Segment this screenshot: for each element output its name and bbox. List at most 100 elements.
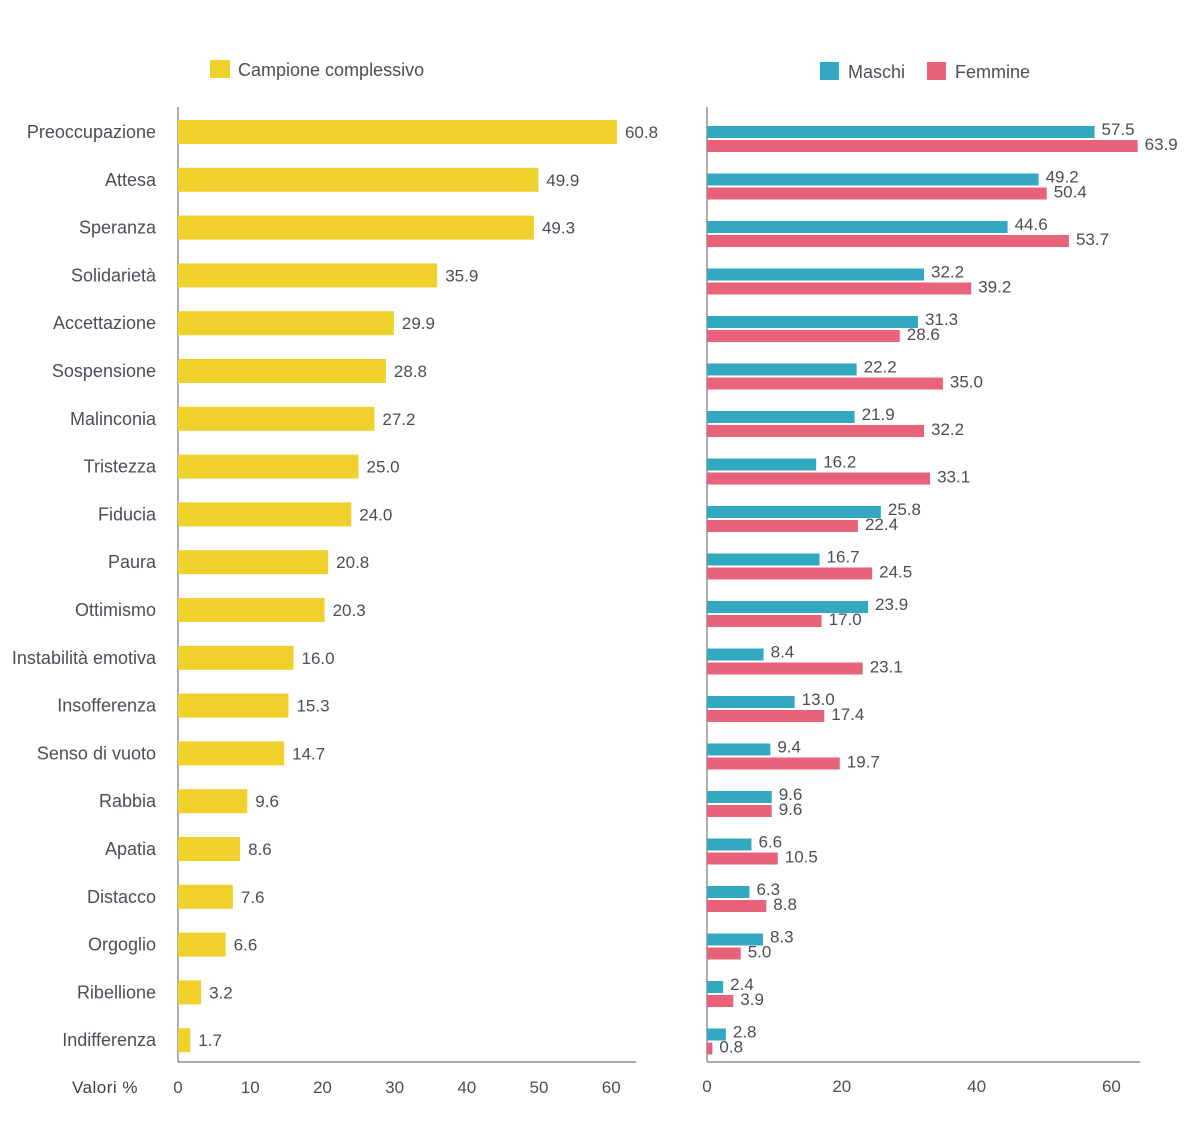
value-label-female-accettazione: 28.6	[907, 325, 940, 344]
value-label-female-apatia: 10.5	[785, 848, 818, 867]
value-label-male-attesa: 49.2	[1046, 168, 1079, 187]
bar-female-tristezza	[707, 472, 931, 485]
value-label-male-solidarieta: 32.2	[931, 263, 964, 282]
value-label-female-rabbia: 9.6	[779, 800, 803, 819]
bar-total-preoccupazione	[178, 120, 617, 144]
bar-male-accettazione	[707, 316, 918, 328]
left-x-tick-40: 40	[457, 1078, 476, 1097]
value-label-total-preoccupazione: 60.8	[625, 123, 658, 142]
bar-total-speranza	[178, 215, 534, 240]
value-label-total-sospensione: 28.8	[394, 362, 427, 381]
legend-label-female: Femmine	[955, 62, 1030, 82]
value-label-female-speranza: 53.7	[1076, 230, 1109, 249]
bar-male-senso-di-vuoto	[707, 743, 771, 756]
value-label-total-malinconia: 27.2	[382, 410, 415, 429]
bar-female-paura	[707, 567, 873, 580]
value-label-male-instabilita-emotiva: 8.4	[771, 643, 795, 662]
bar-total-distacco	[178, 884, 233, 909]
bar-female-orgoglio	[707, 947, 741, 960]
value-label-total-paura: 20.8	[336, 553, 369, 572]
category-label-insofferenza: Insofferenza	[57, 696, 157, 716]
value-label-male-rabbia: 9.6	[779, 785, 803, 804]
value-label-male-preoccupazione: 57.5	[1102, 120, 1135, 139]
value-label-female-solidarieta: 39.2	[978, 278, 1011, 297]
value-label-total-accettazione: 29.9	[402, 314, 435, 333]
bar-female-solidarieta	[707, 282, 972, 295]
value-label-total-senso-di-vuoto: 14.7	[292, 744, 325, 763]
left-x-tick-60: 60	[602, 1078, 621, 1097]
value-label-male-insofferenza: 13.0	[802, 690, 835, 709]
value-label-total-apatia: 8.6	[248, 840, 272, 859]
value-label-male-tristezza: 16.2	[823, 453, 856, 472]
right-x-tick-20: 20	[832, 1077, 851, 1096]
value-label-total-fiducia: 24.0	[359, 505, 392, 524]
value-label-total-attesa: 49.9	[546, 171, 579, 190]
left-x-tick-50: 50	[530, 1078, 549, 1097]
bar-female-fiducia	[707, 520, 858, 532]
category-label-attesa: Attesa	[105, 170, 157, 190]
bar-total-apatia	[178, 837, 241, 861]
value-label-male-fiducia: 25.8	[888, 500, 921, 519]
value-label-total-speranza: 49.3	[542, 219, 575, 238]
left-x-tick-30: 30	[385, 1078, 404, 1097]
bar-female-preoccupazione	[707, 140, 1138, 152]
category-label-tristezza: Tristezza	[84, 457, 157, 477]
value-label-male-senso-di-vuoto: 9.4	[777, 738, 801, 757]
value-label-total-indifferenza: 1.7	[198, 1031, 222, 1050]
bar-male-solidarieta	[707, 268, 925, 281]
value-label-male-accettazione: 31.3	[925, 310, 958, 329]
category-label-sospensione: Sospensione	[52, 361, 156, 381]
category-label-malinconia: Malinconia	[70, 409, 157, 429]
value-label-male-orgoglio: 8.3	[770, 928, 794, 947]
right-x-tick-0: 0	[702, 1077, 711, 1096]
value-label-total-solidarieta: 35.9	[445, 266, 478, 285]
value-label-male-distacco: 6.3	[756, 880, 780, 899]
right-x-tick-40: 40	[967, 1077, 986, 1096]
bar-total-ribellione	[178, 980, 202, 1005]
bar-female-malinconia	[707, 425, 925, 437]
value-label-total-distacco: 7.6	[241, 888, 265, 907]
bar-male-ribellione	[707, 981, 724, 993]
bar-male-ottimismo	[707, 601, 869, 613]
category-label-speranza: Speranza	[79, 218, 157, 238]
category-label-solidarieta: Solidarietà	[71, 265, 157, 285]
bar-male-attesa	[707, 173, 1039, 186]
bar-male-malinconia	[707, 411, 855, 423]
bar-total-paura	[178, 550, 329, 575]
value-label-male-ribellione: 2.4	[730, 975, 754, 994]
bar-female-senso-di-vuoto	[707, 757, 840, 770]
category-label-senso-di-vuoto: Senso di vuoto	[37, 743, 156, 763]
bar-total-fiducia	[178, 502, 352, 527]
value-label-female-senso-di-vuoto: 19.7	[847, 753, 880, 772]
category-label-instabilita-emotiva: Instabilità emotiva	[12, 648, 157, 668]
category-label-ottimismo: Ottimismo	[75, 600, 156, 620]
value-label-total-rabbia: 9.6	[255, 792, 279, 811]
value-label-male-malinconia: 21.9	[862, 405, 895, 424]
value-label-total-insofferenza: 15.3	[296, 697, 329, 716]
value-label-male-speranza: 44.6	[1015, 215, 1048, 234]
legend-label-total: Campione complessivo	[238, 60, 424, 80]
left-x-tick-20: 20	[313, 1078, 332, 1097]
bar-male-fiducia	[707, 506, 881, 518]
bar-male-instabilita-emotiva	[707, 648, 764, 661]
bar-male-paura	[707, 553, 820, 566]
bar-male-sospensione	[707, 363, 857, 376]
value-label-total-ottimismo: 20.3	[333, 601, 366, 620]
bar-total-rabbia	[178, 789, 248, 814]
category-label-rabbia: Rabbia	[99, 791, 157, 811]
bar-total-sospensione	[178, 359, 386, 383]
value-label-female-malinconia: 32.2	[931, 420, 964, 439]
value-label-female-ottimismo: 17.0	[829, 610, 862, 629]
legend-label-male: Maschi	[848, 62, 905, 82]
category-label-indifferenza: Indifferenza	[62, 1030, 157, 1050]
bar-female-attesa	[707, 187, 1047, 200]
value-label-female-ribellione: 3.9	[740, 990, 764, 1009]
bar-total-ottimismo	[178, 598, 325, 622]
value-label-female-orgoglio: 5.0	[748, 943, 772, 962]
value-label-male-sospensione: 22.2	[864, 358, 897, 377]
bar-female-rabbia	[707, 805, 772, 817]
value-label-total-instabilita-emotiva: 16.0	[302, 649, 335, 668]
category-label-preoccupazione: Preoccupazione	[27, 122, 156, 142]
bar-female-distacco	[707, 900, 767, 912]
